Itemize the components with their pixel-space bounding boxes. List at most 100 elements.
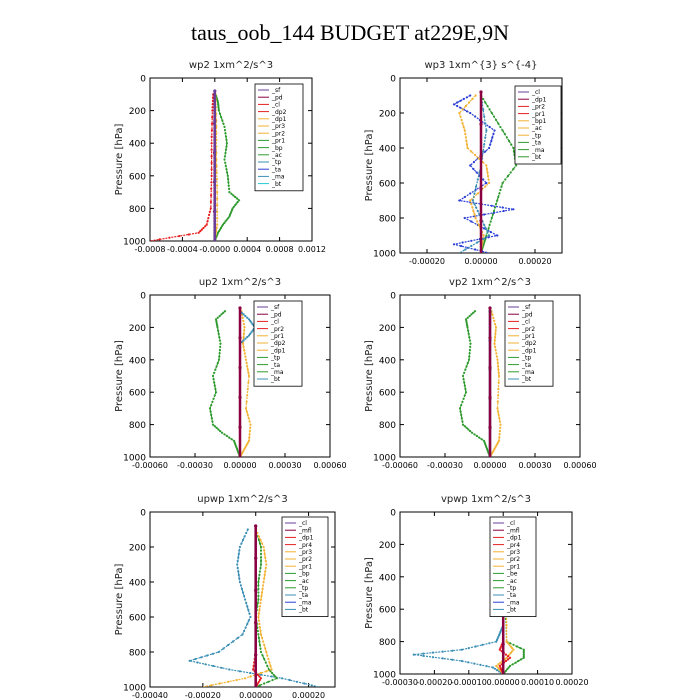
series-point	[196, 661, 199, 664]
series-point	[213, 371, 216, 374]
series-group	[458, 306, 502, 457]
series-point	[497, 441, 500, 444]
y-tick-label: 1000	[373, 454, 396, 464]
y-tick-label: 400	[379, 573, 396, 583]
series-point	[469, 94, 472, 97]
series-point	[227, 217, 230, 220]
legend-label: _ta	[271, 166, 281, 173]
legend-label: _tp	[506, 585, 516, 592]
series-point	[479, 663, 482, 667]
series-point	[247, 619, 250, 622]
series-point	[479, 122, 483, 126]
series-point	[249, 671, 252, 675]
series-point	[496, 234, 499, 237]
series-point	[238, 425, 242, 429]
series-point	[482, 150, 485, 153]
series-point	[254, 588, 258, 593]
legend-label: _cl	[271, 102, 280, 109]
series-point	[480, 438, 483, 441]
series-point	[258, 643, 261, 647]
series-point	[475, 171, 478, 174]
series-point	[243, 326, 246, 329]
series-point	[501, 181, 504, 185]
series-point	[509, 656, 512, 659]
series-point	[244, 598, 247, 601]
y-axis-label: Pressure [hPa]	[114, 564, 125, 636]
y-tick-label: 1000	[123, 238, 146, 248]
series-point	[482, 108, 485, 111]
series-point	[271, 671, 274, 675]
series-point	[263, 573, 266, 577]
x-tick-label: 0.00020	[292, 691, 325, 700]
series-point	[210, 148, 213, 151]
series-point	[483, 223, 486, 227]
series-point	[479, 154, 483, 158]
series-group	[208, 306, 257, 457]
series-point	[224, 161, 227, 164]
legend-label: _ma	[506, 599, 520, 606]
series-point	[488, 642, 491, 645]
legend-label: _bp1	[531, 118, 547, 125]
series-point	[512, 146, 515, 150]
series-point	[267, 680, 270, 683]
series-point	[460, 118, 463, 122]
series-point	[499, 188, 502, 192]
series-point	[470, 202, 473, 206]
series-point	[247, 334, 251, 337]
series-point	[464, 136, 467, 139]
series-point	[238, 395, 242, 399]
series-point	[249, 319, 252, 322]
series-point	[493, 447, 496, 450]
series-point	[463, 195, 466, 199]
series-point	[213, 381, 216, 384]
series-point	[495, 352, 498, 355]
series-point	[490, 216, 493, 220]
series-group	[150, 89, 241, 241]
series-point	[484, 185, 487, 188]
series-point	[178, 235, 181, 238]
legend-label: _bp	[271, 145, 283, 152]
series-point	[469, 342, 472, 345]
series-point	[488, 234, 491, 237]
series-point	[248, 430, 251, 433]
y-axis-label: Pressure [hPa]	[364, 340, 375, 412]
series-point	[264, 647, 267, 650]
series-point	[212, 664, 215, 668]
series-point	[469, 164, 472, 167]
series-point	[225, 145, 228, 148]
series-point	[265, 670, 268, 673]
series-point	[464, 387, 467, 391]
series-point	[246, 622, 249, 626]
series-point	[209, 410, 212, 413]
series-point	[451, 649, 454, 652]
series-point	[242, 449, 245, 452]
series-point	[241, 591, 245, 594]
x-tick-label: -0.00020	[409, 257, 445, 266]
series-point	[467, 428, 470, 431]
series-point	[216, 197, 219, 200]
series-point	[468, 352, 471, 355]
series-point	[492, 316, 495, 319]
series-point	[508, 643, 511, 646]
series-point	[469, 192, 472, 195]
series-point	[187, 233, 190, 236]
series-point	[259, 677, 263, 680]
series-point	[488, 425, 492, 429]
series-point	[463, 425, 466, 428]
series-point	[452, 103, 456, 106]
series-point	[486, 230, 489, 234]
x-tick-label: 0.00020	[555, 678, 588, 687]
series-point	[210, 684, 213, 687]
series-point	[491, 136, 494, 139]
series-point	[493, 342, 496, 345]
series-point	[482, 237, 485, 241]
series-point	[236, 636, 239, 640]
series-point	[216, 184, 219, 187]
series-point	[221, 119, 224, 122]
x-tick-label: -0.00030	[177, 461, 213, 470]
legend-label: _ma	[521, 369, 535, 376]
series-point	[224, 164, 227, 168]
series-point	[494, 326, 498, 329]
series-point	[498, 433, 501, 436]
series-point	[254, 556, 258, 560]
